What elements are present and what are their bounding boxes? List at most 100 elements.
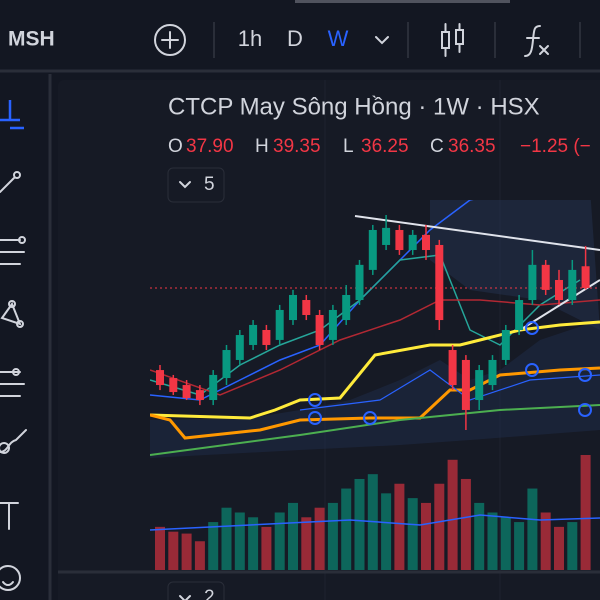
interval-dropdown[interactable]	[375, 36, 389, 45]
add-symbol[interactable]	[154, 24, 186, 56]
candle-body	[581, 266, 590, 288]
ohlc-key: H	[255, 136, 269, 157]
chart-type[interactable]	[441, 23, 464, 57]
markers	[308, 321, 592, 425]
ohlc-value: 39.35	[273, 136, 321, 157]
indicators[interactable]	[524, 25, 549, 57]
volume-bar	[447, 459, 458, 570]
volume-bar	[567, 522, 578, 570]
change: −1.25 (−	[520, 136, 591, 157]
volume-bar	[394, 483, 405, 570]
candle-body	[209, 374, 218, 401]
candle-body	[195, 390, 204, 401]
candle-body	[275, 309, 284, 340]
volume-bar	[181, 533, 192, 570]
candle-body	[568, 269, 577, 301]
volume-bar	[234, 512, 245, 570]
candle-body	[435, 244, 444, 321]
pattern-tool[interactable]	[0, 300, 24, 328]
indicator-toggle[interactable]	[167, 167, 225, 203]
volume-bar	[460, 478, 471, 570]
candle-body	[461, 359, 470, 410]
volume-bar	[354, 478, 365, 570]
volume-bar	[155, 526, 165, 570]
candle-body	[541, 264, 550, 290]
candle-body	[328, 309, 337, 340]
ohlc-value: 36.35	[448, 136, 496, 157]
trendline-tool[interactable]	[0, 171, 21, 193]
candle-body	[289, 294, 297, 321]
volume-bar	[527, 488, 538, 570]
volume-bar	[168, 531, 179, 570]
candle-body	[355, 264, 364, 301]
interval-active[interactable]: W	[328, 26, 349, 51]
chevron	[179, 595, 191, 600]
ohlc-key: O	[168, 136, 183, 157]
volume-bar	[327, 502, 338, 570]
volume-bar	[500, 517, 511, 570]
volume-bar	[580, 455, 591, 570]
candle-body	[156, 370, 164, 386]
volume-bar	[434, 483, 445, 570]
ohlc-legend: O 37.90 H 39.35 L 36.25 C 36.35 −1.25 (−	[168, 136, 591, 157]
candle-body	[182, 385, 191, 399]
candle-body	[408, 234, 417, 251]
crosshair-tool[interactable]	[0, 100, 24, 130]
chart-title: CTCP May Sông Hồng · 1W · HSX	[168, 93, 540, 120]
volume-bar	[314, 507, 325, 570]
symbol[interactable]: MSH	[8, 28, 55, 51]
volume-bar	[540, 512, 551, 570]
candle-body	[169, 378, 178, 393]
volume-bar	[208, 522, 219, 570]
candle-body	[315, 315, 324, 345]
projection-tool[interactable]	[0, 368, 25, 397]
volume-bar	[301, 517, 312, 570]
ohlc-value: 36.25	[361, 136, 409, 157]
candle-body	[235, 335, 244, 360]
indicator-count: 5	[204, 174, 215, 195]
pane-toggle[interactable]	[167, 581, 225, 600]
plus	[161, 31, 179, 49]
fib-tool[interactable]	[0, 236, 26, 265]
candle-body	[501, 329, 510, 360]
interval[interactable]: 1h	[238, 26, 262, 51]
volume-bar	[248, 517, 259, 570]
candle-body	[515, 300, 524, 330]
volume-bar	[474, 502, 485, 570]
text-tool[interactable]	[0, 502, 19, 530]
candle-body	[475, 370, 484, 401]
volume-bar	[194, 541, 205, 570]
pane-count: 2	[204, 587, 215, 600]
candle-body	[488, 359, 497, 386]
interval[interactable]: D	[287, 26, 303, 51]
candle-body	[368, 229, 377, 270]
candle-body	[528, 264, 537, 301]
candle-body	[448, 350, 457, 386]
drawing-toolbar	[0, 74, 50, 600]
candle-body	[555, 279, 563, 301]
ohlc-value: 37.90	[186, 136, 234, 157]
candle-body	[382, 227, 391, 245]
tab-indicator	[295, 0, 510, 3]
volume-bar	[421, 502, 431, 570]
candle-body	[222, 350, 231, 379]
candle-body	[262, 329, 271, 345]
volume-bar	[514, 522, 525, 570]
volume-bar	[407, 498, 418, 570]
ohlc-key: L	[343, 136, 354, 157]
volume	[155, 455, 591, 570]
candles	[156, 215, 590, 430]
volume-bar	[554, 526, 564, 570]
ohlc-key: C	[430, 136, 444, 157]
brush-tool[interactable]	[0, 429, 27, 454]
candle-body	[395, 229, 404, 251]
candle-body	[302, 300, 311, 316]
band-fill	[150, 320, 600, 458]
emoji-tool[interactable]	[0, 565, 21, 591]
volume-ma	[149, 514, 600, 531]
volume-bar	[261, 526, 272, 570]
top-bar	[0, 0, 600, 70]
volume-bar	[221, 507, 232, 570]
